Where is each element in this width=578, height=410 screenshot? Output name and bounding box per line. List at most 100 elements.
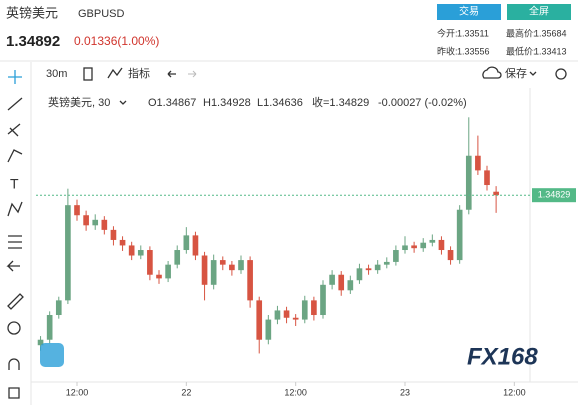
candle-body [247, 260, 253, 301]
candle-body [165, 264, 171, 279]
crosshair-tool[interactable] [8, 70, 22, 84]
candle-body [74, 205, 80, 216]
candle-body [256, 300, 263, 340]
save-menu[interactable] [529, 71, 537, 76]
magnet-tool[interactable] [8, 358, 20, 370]
candle-body [110, 229, 117, 240]
candle-body [465, 155, 472, 210]
watermark: FX168 [467, 343, 538, 370]
candle-body [101, 219, 108, 230]
stat-label: 今开: [437, 27, 458, 38]
price-change: 0.01336(1.00%) [74, 34, 159, 48]
stat-value: 1.33413 [534, 46, 567, 56]
candle-body [484, 170, 490, 186]
back-tool[interactable] [6, 260, 20, 272]
candle-body [475, 155, 481, 171]
instrument-symbol: GBPUSD [78, 8, 125, 20]
x-tick-label: 12:00 [66, 387, 89, 397]
legend-value: O1.34867 [148, 97, 196, 109]
candle-body [37, 339, 44, 346]
candle-body [365, 268, 372, 271]
candle-body [46, 315, 53, 340]
candle-body [147, 250, 153, 275]
candle-body [265, 319, 272, 340]
candle-body [219, 260, 226, 265]
candle-body [447, 250, 454, 261]
candle-body [456, 209, 463, 261]
candle-body [347, 280, 354, 291]
candle-body [329, 274, 335, 285]
candle-body [493, 191, 499, 196]
indicator-icon[interactable] [107, 67, 123, 79]
candle-body [411, 245, 417, 249]
undo-icon[interactable] [167, 70, 176, 78]
trade-button-label[interactable]: 交易 [459, 5, 479, 18]
fullscreen-button[interactable] [507, 4, 571, 20]
interval[interactable]: 30m [46, 68, 67, 80]
candle-body [174, 250, 181, 265]
legend-value: -0.00027 (-0.02%) [378, 97, 467, 109]
indicators[interactable]: 指标 [128, 66, 150, 80]
trade-button[interactable] [437, 4, 501, 20]
candle-body [420, 242, 427, 249]
ruler-tool[interactable] [7, 293, 24, 310]
candle-body [229, 264, 235, 271]
measure-tool[interactable] [8, 235, 22, 249]
candle-body [83, 215, 89, 226]
candle-body [374, 264, 381, 271]
x-tick-label: 12:00 [284, 387, 307, 397]
delete-tool[interactable] [8, 387, 20, 399]
line-tool[interactable] [7, 97, 23, 111]
stat-value: 1.33511 [457, 28, 489, 38]
candle-body [338, 274, 345, 291]
candle-body [156, 274, 162, 279]
candle-body [292, 317, 299, 320]
zoom-tool[interactable] [7, 321, 21, 335]
fib-tool[interactable] [7, 123, 21, 137]
wave-tool[interactable] [7, 201, 23, 217]
x-tick-label: 22 [181, 387, 191, 397]
redo-icon[interactable] [188, 70, 197, 78]
instrument-name: 英镑美元 [6, 5, 58, 20]
stat-value: 1.33556 [457, 46, 490, 56]
candle-body [393, 250, 399, 262]
settings-icon[interactable] [555, 68, 567, 80]
candle-body [438, 239, 445, 251]
candle-body [183, 235, 190, 251]
legend-value: 收=1.34829 [312, 95, 369, 109]
drawing-tools: T [6, 70, 24, 399]
candle-body [301, 300, 308, 320]
last-price-tag [532, 188, 576, 203]
candle-body [192, 235, 199, 256]
candle-body [320, 284, 326, 316]
stat-label: 昨收: [437, 45, 458, 56]
candle-body [137, 250, 144, 256]
legend-title: 英镑美元, 30 [48, 95, 110, 109]
candle-body [238, 260, 244, 271]
x-tick-label: 23 [400, 387, 410, 397]
candle-body [92, 219, 99, 226]
candle-body [311, 300, 317, 316]
stat-label: 最低价: [506, 45, 536, 56]
x-tick-label: 12:00 [503, 387, 526, 397]
stat-value: 1.35684 [534, 28, 567, 38]
logo-badge[interactable] [40, 343, 64, 367]
candle-body [201, 255, 208, 285]
candle-body [283, 310, 290, 318]
candle-body [119, 239, 126, 246]
cloud-icon[interactable] [482, 66, 502, 79]
candle-body [429, 239, 436, 243]
candle-body [383, 261, 390, 265]
legend-menu[interactable] [119, 100, 127, 105]
text-tool[interactable]: T [10, 176, 19, 192]
last-price-label: 1.34829 [538, 190, 571, 200]
candle-body [402, 245, 408, 251]
legend-value: L1.34636 [257, 97, 303, 109]
fullscreen-button-label[interactable]: 全屏 [529, 5, 549, 18]
save[interactable]: 保存 [505, 66, 527, 80]
chart-type-icon[interactable] [83, 67, 93, 81]
pattern-tool[interactable] [7, 149, 23, 163]
legend-value: H1.34928 [203, 97, 251, 109]
candle-body [128, 245, 135, 256]
